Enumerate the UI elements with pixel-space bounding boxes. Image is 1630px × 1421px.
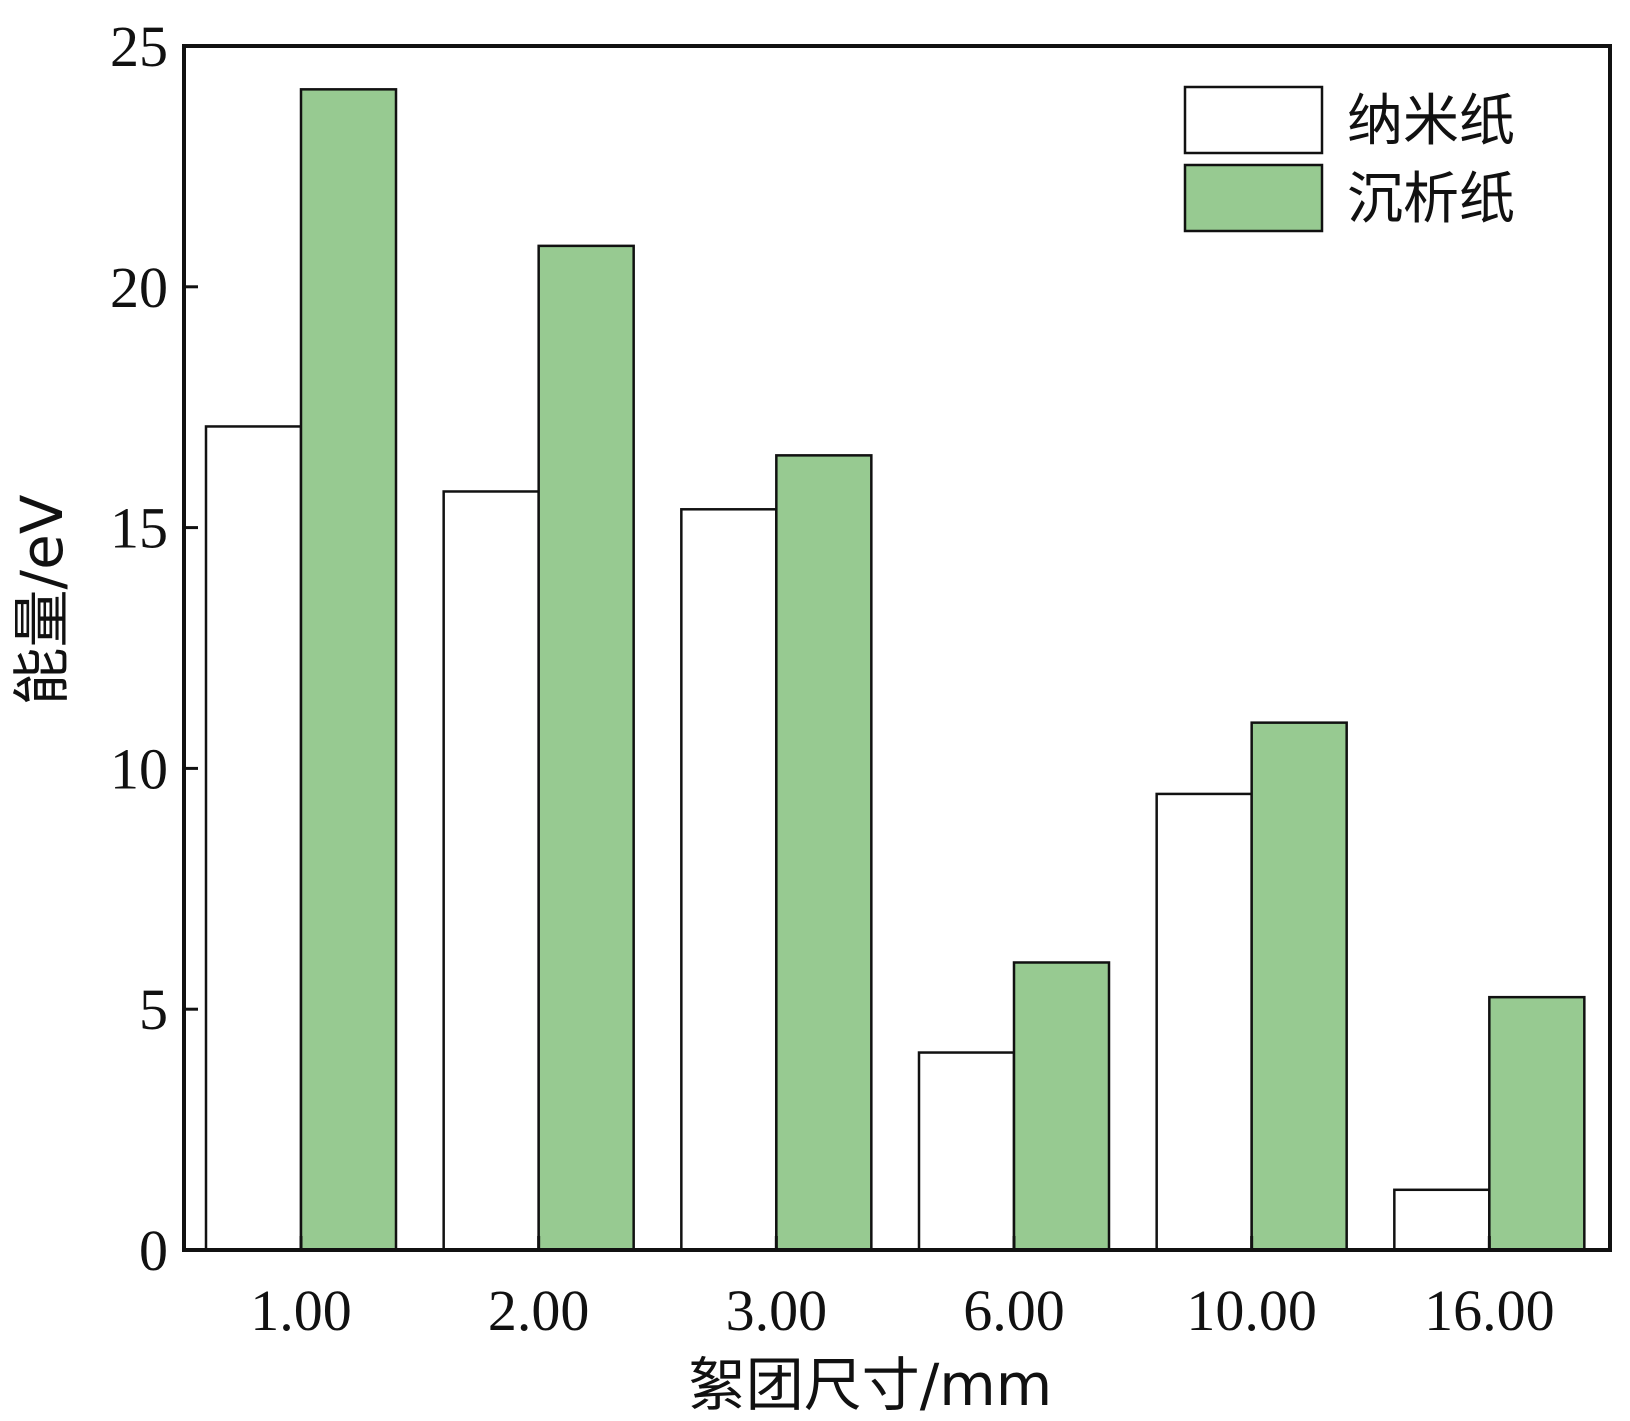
bar-precip-3.00 bbox=[775, 454, 873, 1252]
plot-frame bbox=[182, 44, 1612, 1252]
y-axis-ticks: 0 5 10 15 20 25 bbox=[110, 14, 198, 1283]
y-axis-title: 能量/eV bbox=[8, 494, 76, 705]
bars-group bbox=[204, 88, 1586, 1252]
y-tick-label: 25 bbox=[110, 14, 168, 79]
y-tick-label: 0 bbox=[139, 1218, 168, 1283]
x-tick-label: 2.00 bbox=[488, 1278, 590, 1343]
x-tick-label: 16.00 bbox=[1424, 1278, 1555, 1343]
x-tick-label: 3.00 bbox=[726, 1278, 828, 1343]
bar-precip-10.00 bbox=[1250, 721, 1348, 1252]
x-axis-title: 絮团尺寸/mm bbox=[688, 1351, 1053, 1419]
y-tick-label: 5 bbox=[139, 977, 168, 1042]
x-tick-label: 6.00 bbox=[963, 1278, 1065, 1343]
y-tick-label: 20 bbox=[110, 255, 168, 320]
legend-label-nano: 纳米纸 bbox=[1347, 89, 1515, 154]
bar-nano-3.00 bbox=[680, 508, 778, 1252]
bar-precip-2.00 bbox=[537, 244, 635, 1252]
legend-swatch-nano bbox=[1183, 85, 1324, 155]
x-tick-label: 10.00 bbox=[1186, 1278, 1317, 1343]
bar-nano-6.00 bbox=[917, 1051, 1016, 1252]
legend-label-precip: 沉析纸 bbox=[1347, 167, 1515, 232]
bar-precip-6.00 bbox=[1012, 961, 1111, 1252]
bar-precip-16.00 bbox=[1488, 995, 1586, 1252]
bar-precip-1.00 bbox=[299, 88, 398, 1252]
bar-nano-16.00 bbox=[1393, 1188, 1491, 1252]
y-tick-label: 15 bbox=[110, 496, 168, 561]
bar-nano-10.00 bbox=[1155, 792, 1253, 1252]
legend-swatch-precip bbox=[1183, 163, 1324, 233]
bar-nano-1.00 bbox=[204, 425, 303, 1252]
bar-nano-2.00 bbox=[442, 490, 540, 1252]
x-tick-label: 1.00 bbox=[250, 1278, 352, 1343]
x-axis-ticks: 1.00 2.00 3.00 6.00 10.00 16.00 bbox=[250, 1236, 1555, 1343]
y-tick-label: 10 bbox=[110, 736, 168, 801]
